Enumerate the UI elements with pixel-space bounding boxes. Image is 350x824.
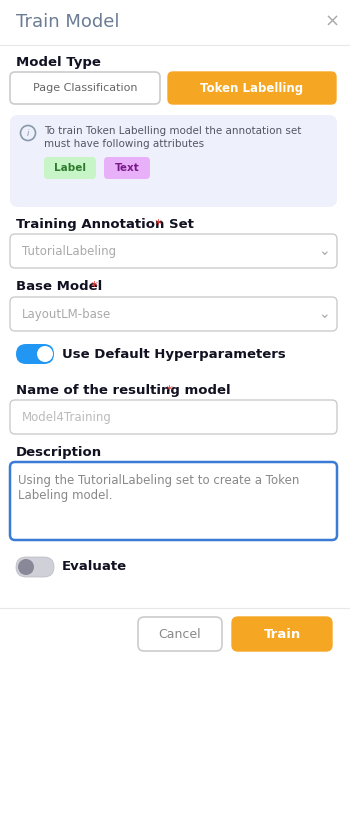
- Text: Page Classification: Page Classification: [33, 83, 137, 93]
- Text: *: *: [87, 280, 98, 293]
- Text: i: i: [27, 129, 29, 138]
- Text: ⌄: ⌄: [318, 307, 330, 321]
- FancyBboxPatch shape: [138, 617, 222, 651]
- FancyBboxPatch shape: [10, 297, 337, 331]
- FancyBboxPatch shape: [10, 72, 160, 104]
- Text: ×: ×: [324, 13, 339, 31]
- Text: To train Token Labelling model the annotation set: To train Token Labelling model the annot…: [44, 126, 301, 136]
- Text: TutorialLabeling: TutorialLabeling: [22, 245, 116, 258]
- Text: *: *: [162, 383, 173, 396]
- FancyBboxPatch shape: [16, 344, 54, 364]
- Text: Model Type: Model Type: [16, 55, 101, 68]
- FancyBboxPatch shape: [44, 157, 96, 179]
- FancyBboxPatch shape: [16, 557, 54, 577]
- Text: Token Labelling: Token Labelling: [201, 82, 303, 95]
- FancyBboxPatch shape: [10, 115, 337, 207]
- FancyBboxPatch shape: [10, 234, 337, 268]
- Text: LayoutLM-base: LayoutLM-base: [22, 307, 111, 321]
- Text: Training Annotation Set: Training Annotation Set: [16, 218, 194, 231]
- Text: Evaluate: Evaluate: [62, 560, 127, 574]
- Circle shape: [18, 559, 34, 575]
- Text: Use Default Hyperparameters: Use Default Hyperparameters: [62, 348, 286, 361]
- Text: must have following attributes: must have following attributes: [44, 139, 204, 149]
- FancyBboxPatch shape: [232, 617, 332, 651]
- FancyBboxPatch shape: [10, 400, 337, 434]
- Text: Label: Label: [54, 163, 86, 173]
- Text: Labeling model.: Labeling model.: [18, 489, 112, 502]
- Text: Train Model: Train Model: [16, 13, 119, 31]
- FancyBboxPatch shape: [104, 157, 150, 179]
- Text: ⌄: ⌄: [318, 244, 330, 258]
- Text: Base Model: Base Model: [16, 280, 102, 293]
- FancyBboxPatch shape: [10, 462, 337, 540]
- FancyBboxPatch shape: [168, 72, 336, 104]
- Text: Train: Train: [263, 628, 301, 640]
- Text: Model4Training: Model4Training: [22, 410, 112, 424]
- Text: *: *: [151, 218, 162, 231]
- Text: Text: Text: [115, 163, 139, 173]
- Text: Cancel: Cancel: [159, 628, 201, 640]
- Text: Name of the resulting model: Name of the resulting model: [16, 383, 231, 396]
- Circle shape: [37, 346, 53, 362]
- Text: Description: Description: [16, 446, 102, 458]
- Text: Using the TutorialLabeling set to create a Token: Using the TutorialLabeling set to create…: [18, 474, 299, 487]
